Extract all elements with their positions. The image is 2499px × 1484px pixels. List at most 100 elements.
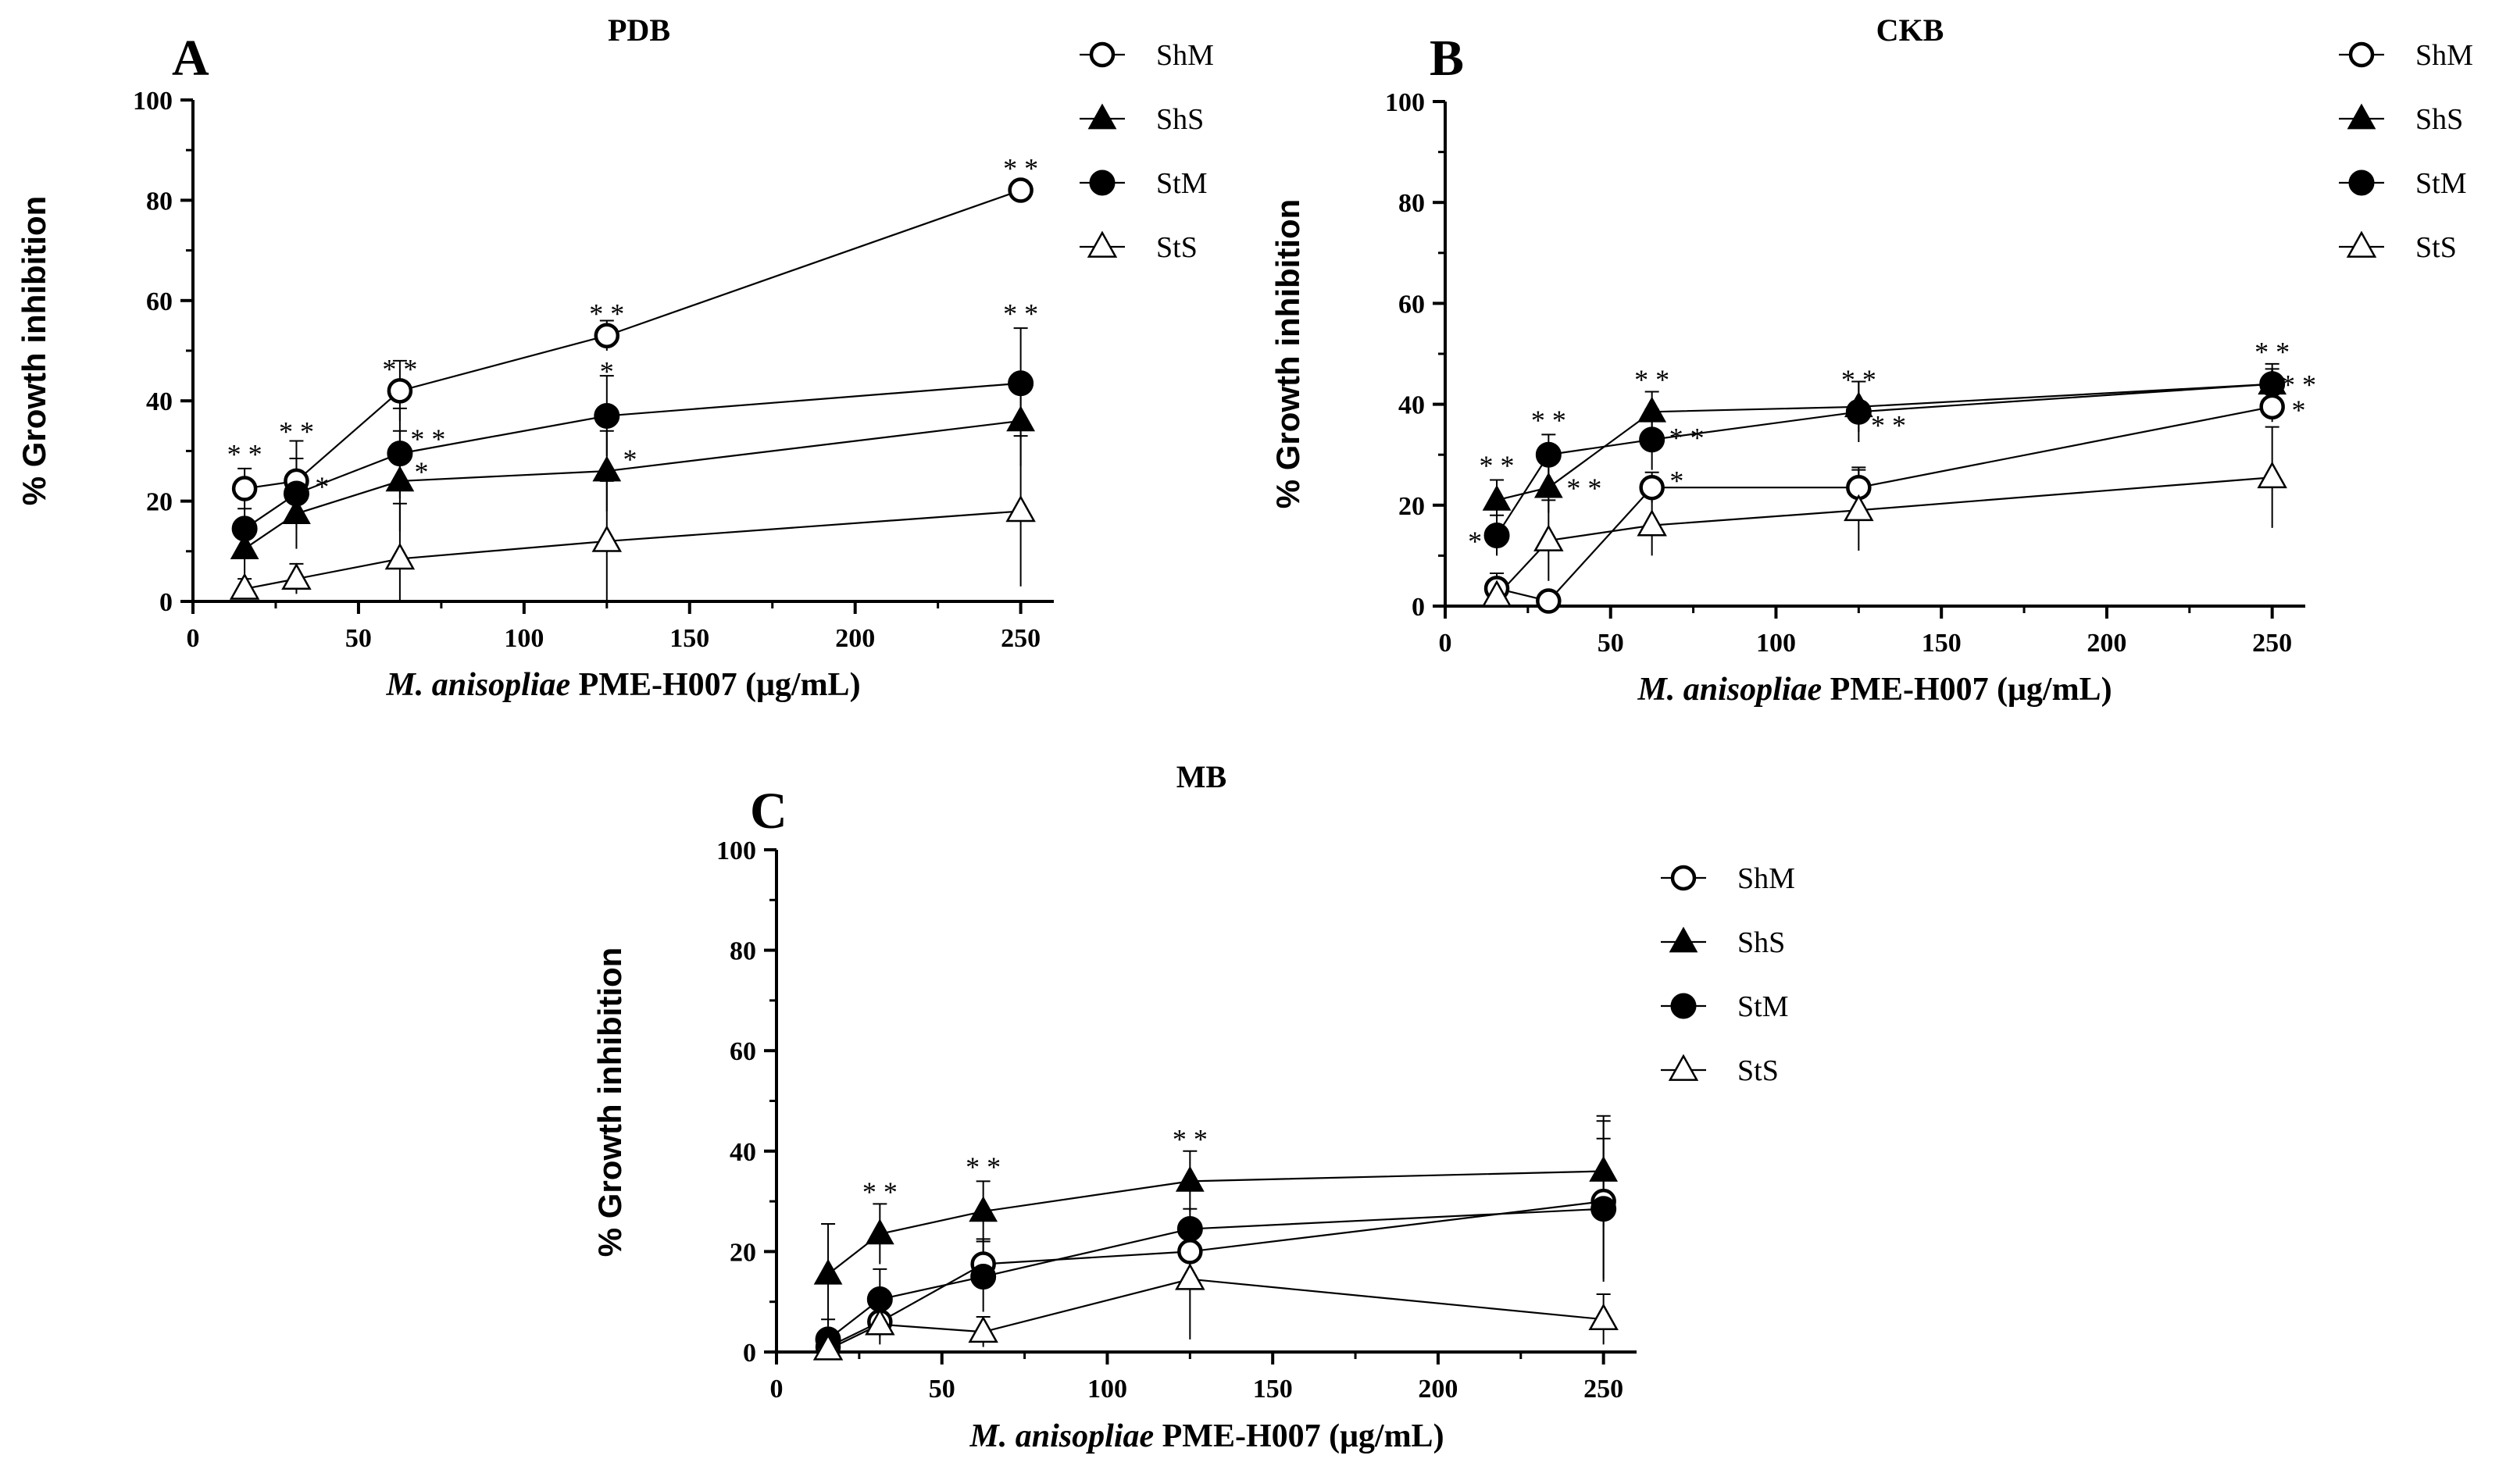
- x-tick-label-c-100: 100: [1087, 1375, 1127, 1404]
- chart-panel-a: A PDB 0 50 100 150 200 250 0 20 40 60 80 100 % Growth …: [16, 12, 1214, 703]
- sig-annotation-b-3: * *: [1634, 364, 1669, 395]
- sig-annotation-b-10: * *: [2281, 369, 2316, 401]
- x-tick-label-b-200: 200: [2087, 629, 2126, 658]
- legend-marker-c-shm: [1670, 865, 1697, 891]
- legend-label-c-shs: ShS: [1737, 926, 1785, 959]
- point-b-shs-2: [1637, 396, 1667, 423]
- markers-c-shm: [815, 1188, 1616, 1360]
- x-tick-label-b-0: 0: [1439, 629, 1452, 658]
- series-b-stm: [1490, 362, 2279, 556]
- legend-label-a-sts: StS: [1156, 231, 1198, 264]
- x-tick-label-c-150: 150: [1253, 1375, 1293, 1404]
- sig-annotation-b-11: *: [2292, 394, 2306, 426]
- y-axis-label-c: % Growth inhibition: [591, 947, 628, 1257]
- point-a-sts-0: [229, 573, 260, 600]
- sig-annotation-b-6: * *: [1841, 364, 1876, 395]
- point-c-sts-1: [865, 1308, 895, 1336]
- point-a-shs-2: [385, 466, 415, 492]
- legend-label-a-shs: ShS: [1156, 103, 1204, 136]
- y-tick-label-b-40: 40: [1398, 391, 1425, 420]
- point-c-shs-4: [1589, 1155, 1619, 1182]
- series-line-c-shm: [827, 1200, 1604, 1348]
- point-b-shm-2: [1639, 474, 1665, 501]
- series-line-c-shs: [827, 1170, 1604, 1275]
- series-line-c-sts: [827, 1278, 1604, 1350]
- point-c-shm-3: [1177, 1239, 1203, 1265]
- x-tick-label-b-100: 100: [1756, 629, 1796, 658]
- y-tick-label-b-80: 80: [1398, 189, 1425, 218]
- series-line-b-sts: [1496, 476, 2272, 597]
- legend-marker-c-shs: [1669, 926, 1698, 953]
- point-b-stm-1: [1535, 441, 1562, 468]
- series-a-stm: [237, 327, 1028, 549]
- x-tick-label-a-100: 100: [504, 624, 544, 653]
- y-tick-label-a-80: 80: [146, 187, 173, 216]
- point-b-shs-1: [1533, 472, 1563, 498]
- sig-annotation-b-1: * *: [1531, 405, 1566, 436]
- chart-title-a: PDB: [608, 12, 670, 48]
- x-tick-label-b-150: 150: [1922, 629, 1962, 658]
- point-a-sts-3: [591, 525, 623, 552]
- legend-marker-a-sts: [1087, 230, 1118, 258]
- series-b-sts: [1490, 426, 2279, 606]
- sig-annotation-c-2: * *: [1173, 1124, 1208, 1155]
- legend-label-c-sts: StS: [1737, 1054, 1779, 1087]
- point-b-sts-3: [1844, 494, 1874, 522]
- legend-label-c-stm: StM: [1737, 990, 1788, 1023]
- point-c-sts-0: [812, 1333, 844, 1361]
- series-a-shs: [237, 375, 1028, 574]
- sig-annotation-c-1: * *: [966, 1151, 1001, 1183]
- x-tick-label-c-200: 200: [1418, 1375, 1458, 1404]
- y-tick-label-c-0: 0: [743, 1339, 756, 1368]
- point-c-sts-3: [1175, 1263, 1205, 1290]
- sig-annotation-a-5: *: [414, 456, 428, 487]
- legend-label-b-stm: StM: [2415, 167, 2466, 200]
- point-a-shm-2: [387, 378, 413, 404]
- point-c-shs-1: [865, 1218, 894, 1245]
- point-c-sts-4: [1588, 1303, 1619, 1331]
- point-c-sts-2: [968, 1315, 998, 1343]
- point-b-stm-2: [1639, 426, 1665, 453]
- sig-annotation-b-7: * *: [1871, 409, 1906, 441]
- markers-a-shs: [230, 405, 1035, 559]
- x-tick-label-b-50: 50: [1598, 629, 1624, 658]
- sig-annotation-b-8: *: [1468, 526, 1482, 557]
- y-tick-label-b-0: 0: [1412, 593, 1425, 622]
- sig-annotation-a-4: * *: [410, 423, 445, 455]
- legend-label-b-sts: StS: [2415, 231, 2457, 264]
- x-axis-label-b: M. anisopliae PME-H007 (μg/mL): [1637, 672, 2112, 708]
- sig-annotation-a-6: * *: [589, 298, 624, 330]
- sig-annotation-b-0: * *: [1480, 450, 1515, 481]
- sig-annotation-b-9: * *: [2254, 337, 2290, 368]
- y-tick-label-c-80: 80: [730, 937, 756, 966]
- markers-b-sts: [1481, 461, 2287, 607]
- sig-annotation-a-2: *: [315, 471, 329, 502]
- legend-label-a-stm: StM: [1156, 167, 1207, 200]
- point-a-shs-3: [592, 455, 622, 482]
- chart-panel-b: B CKB 0 50 100 150 200 250 0 20 40 60 80 100 % Growth …: [1269, 12, 2473, 708]
- point-a-shs-0: [230, 533, 259, 559]
- chart-title-c: MB: [1176, 759, 1226, 794]
- legend-label-b-shs: ShS: [2415, 103, 2463, 136]
- legend-marker-c-sts: [1668, 1054, 1699, 1081]
- legend-label-b-shm: ShM: [2415, 39, 2473, 72]
- point-c-stm-3: [1176, 1215, 1203, 1242]
- sig-annotation-a-3: * *: [382, 353, 417, 384]
- y-tick-label-a-0: 0: [159, 588, 173, 617]
- panel-letter-a: A: [172, 30, 209, 87]
- y-axis-label-a: % Growth inhibition: [16, 196, 52, 506]
- x-axis-label-a: M. anisopliae PME-H007 (μg/mL): [385, 667, 860, 703]
- x-tick-label-c-50: 50: [929, 1375, 955, 1404]
- x-tick-label-c-250: 250: [1583, 1375, 1623, 1404]
- sig-annotation-a-0: * *: [227, 438, 262, 469]
- point-a-shm-0: [231, 476, 258, 501]
- x-tick-label-b-250: 250: [2252, 629, 2292, 658]
- sig-annotation-a-8: *: [623, 444, 637, 475]
- legend-marker-b-shs: [2347, 103, 2376, 130]
- point-c-shs-3: [1175, 1165, 1205, 1192]
- sig-annotation-a-9: * *: [1003, 153, 1038, 184]
- point-b-stm-3: [1845, 398, 1872, 425]
- legend-marker-b-sts: [2346, 230, 2377, 258]
- x-tick-label-a-250: 250: [1001, 624, 1041, 653]
- legend-marker-a-shm: [1089, 41, 1116, 68]
